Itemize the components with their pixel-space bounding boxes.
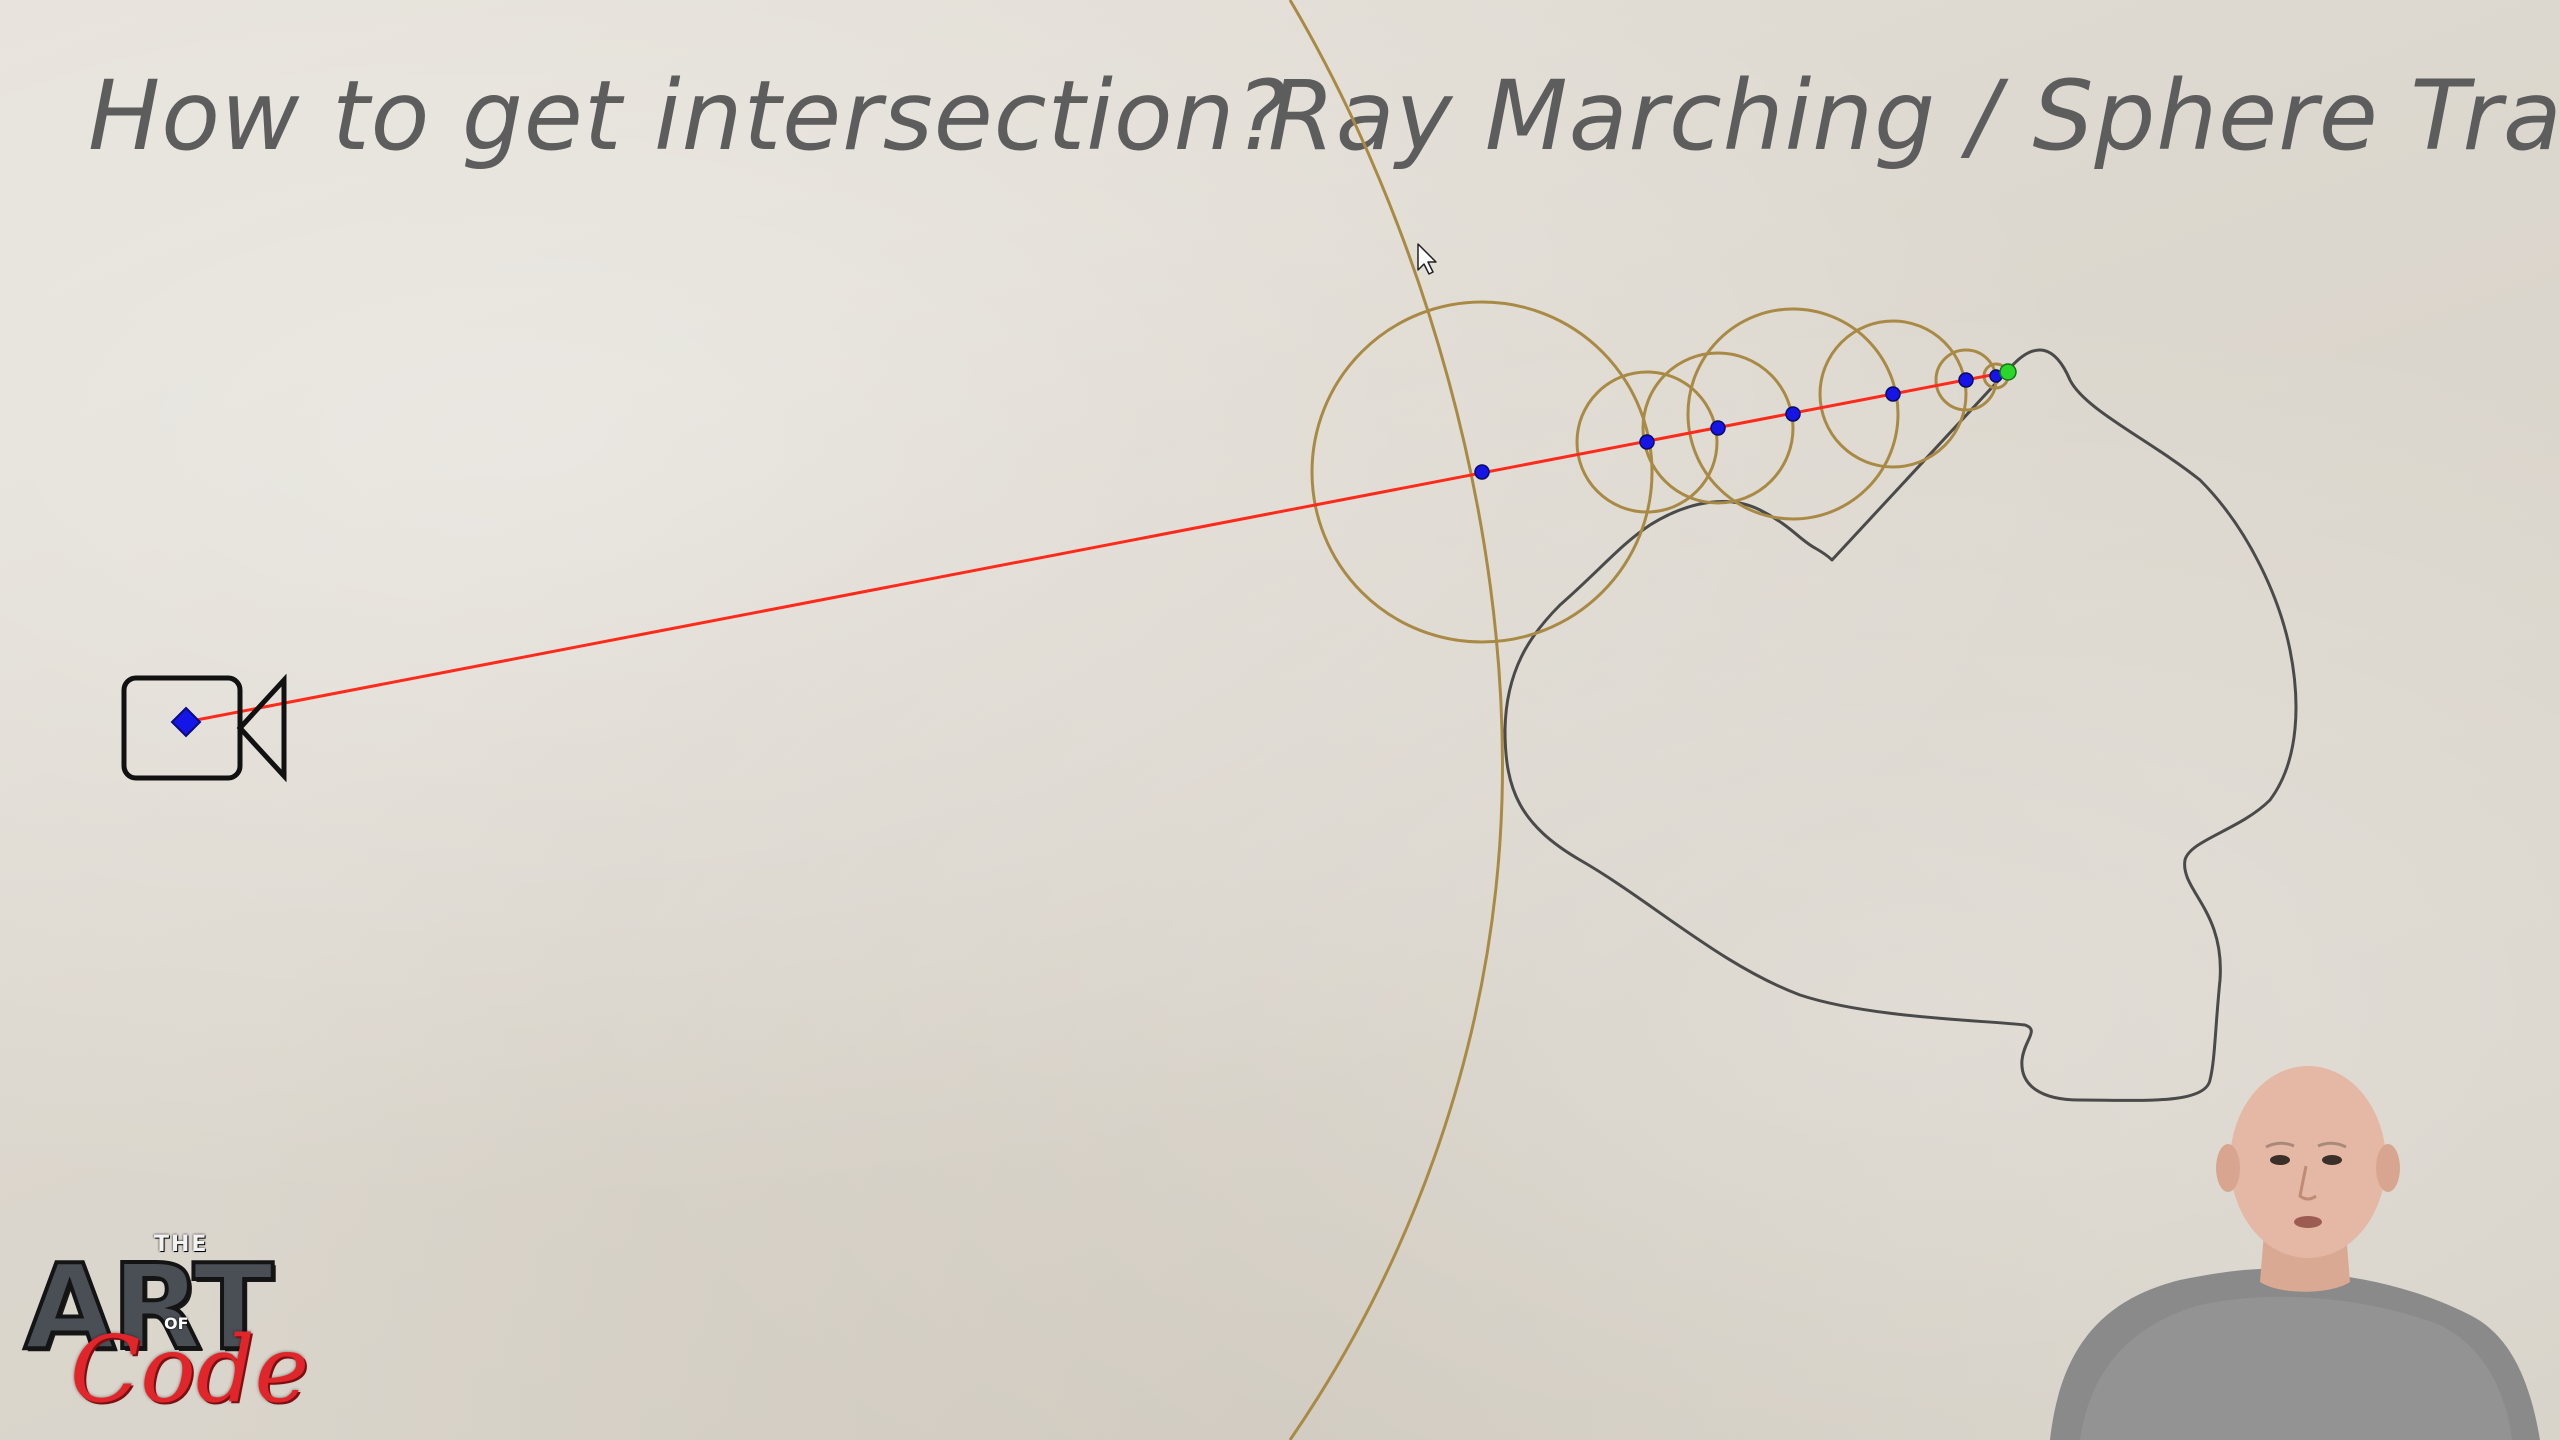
march-point-6 — [1958, 372, 1974, 388]
march-circle-2 — [1575, 370, 1719, 514]
ray — [185, 370, 2008, 724]
presenter-webcam — [2050, 1066, 2540, 1440]
slide-title-left: How to get intersection? — [88, 60, 1288, 172]
logo-the-text: THE — [154, 1232, 209, 1257]
march-point-2 — [1639, 434, 1655, 450]
march-point-3 — [1710, 420, 1726, 436]
march-circle-4 — [1686, 307, 1900, 521]
march-point-5 — [1885, 386, 1901, 402]
video-camera-icon — [121, 673, 287, 783]
logo-art-text: ART — [22, 1238, 275, 1376]
march-circle-3 — [1641, 351, 1795, 505]
logo-of-text: OF — [164, 1314, 189, 1333]
mouse-pointer-icon — [1417, 243, 1437, 275]
march-circle-1 — [1310, 300, 1654, 644]
march-circle-5 — [1818, 319, 1968, 469]
the-art-of-code-logo: THE ART OF Code — [22, 1232, 352, 1423]
large-arc — [1288, 0, 1504, 1440]
scene-surface — [1503, 348, 2298, 1102]
march-point-4 — [1785, 406, 1801, 422]
logo-code-text: Code — [70, 1316, 310, 1423]
hit-point — [1999, 363, 2017, 381]
march-point-1 — [1474, 464, 1490, 480]
slide-title-right: Ray Marching / Sphere Tracing — [1268, 60, 2560, 172]
